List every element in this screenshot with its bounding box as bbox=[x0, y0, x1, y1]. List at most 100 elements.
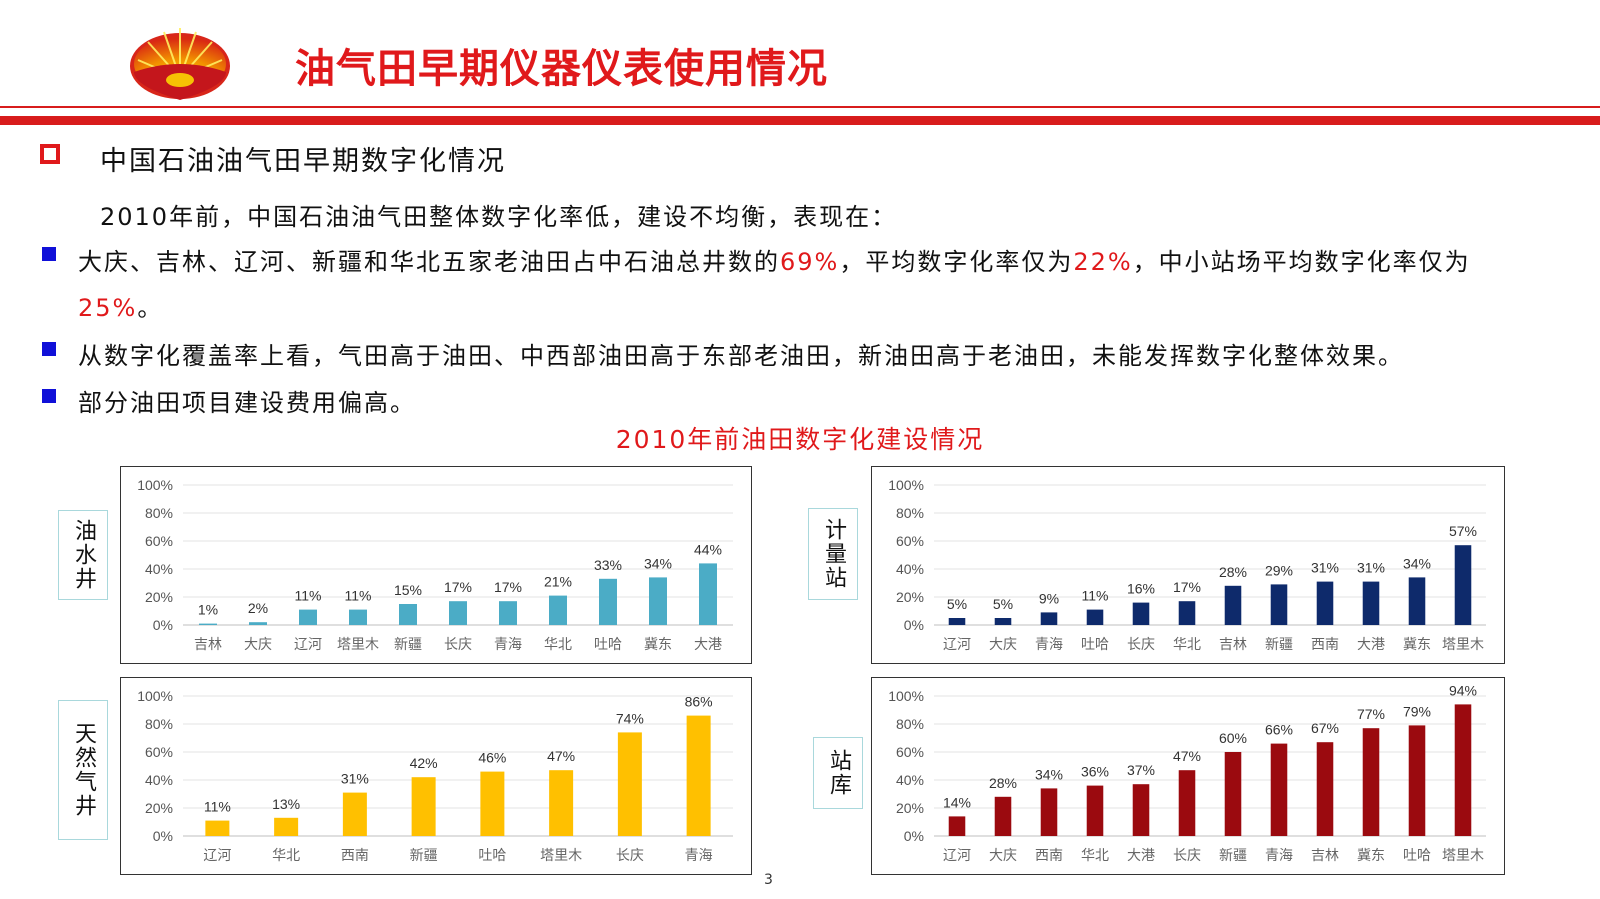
bar bbox=[1086, 609, 1104, 625]
x-tick-label: 冀东 bbox=[644, 637, 672, 653]
chart-label-metering-stations: 计量站 bbox=[808, 508, 858, 600]
data-label: 1% bbox=[198, 602, 218, 618]
bar bbox=[549, 595, 567, 625]
bar bbox=[205, 820, 230, 836]
x-tick-label: 新疆 bbox=[1265, 637, 1293, 653]
bullet-icon bbox=[42, 247, 56, 261]
bullet-text-2: 从数字化覆盖率上看，气田高于油田、中西部油田高于东部老油田，新油田高于老油田，未… bbox=[78, 342, 1404, 370]
bar bbox=[499, 601, 517, 625]
x-tick-label: 青海 bbox=[1035, 637, 1063, 653]
x-tick-label: 华北 bbox=[1173, 637, 1201, 653]
x-tick-label: 新疆 bbox=[410, 848, 438, 864]
x-tick-label: 吐哈 bbox=[1403, 848, 1431, 864]
bullet-icon bbox=[42, 389, 56, 403]
y-tick-label: 40% bbox=[145, 561, 173, 577]
highlight-value: 22% bbox=[1073, 248, 1133, 276]
bar bbox=[1362, 728, 1380, 836]
data-label: 17% bbox=[494, 579, 522, 595]
highlight-value: 69% bbox=[780, 248, 840, 276]
bar bbox=[249, 622, 267, 625]
data-label: 42% bbox=[410, 755, 438, 771]
x-tick-label: 长庆 bbox=[1127, 637, 1155, 653]
chart-svg: 0% 20% 40% 60% 80% 100% 5% 辽河 5% 大庆 9% 青海 11% 吐哈 16% 长庆… bbox=[888, 477, 1486, 653]
y-tick-label: 80% bbox=[896, 716, 924, 732]
data-label: 86% bbox=[685, 694, 713, 710]
bar bbox=[1270, 584, 1288, 625]
bar bbox=[1178, 601, 1196, 625]
y-tick-label: 40% bbox=[896, 561, 924, 577]
header-divider-thick bbox=[0, 116, 1600, 125]
x-tick-label: 长庆 bbox=[1173, 848, 1201, 864]
bar bbox=[199, 623, 217, 625]
x-tick-label: 吐哈 bbox=[1081, 637, 1109, 653]
data-label: 5% bbox=[993, 596, 1013, 612]
x-tick-label: 新疆 bbox=[1219, 848, 1247, 864]
bar bbox=[274, 817, 299, 836]
section-bullet-icon bbox=[40, 144, 60, 164]
bar bbox=[1454, 704, 1472, 836]
x-tick-label: 辽河 bbox=[203, 848, 231, 864]
chart-stations-depots: 0% 20% 40% 60% 80% 100% 14% 辽河 28% 大庆 34% 西南 36% 华北 37… bbox=[871, 677, 1505, 875]
bar bbox=[1362, 581, 1380, 625]
data-label: 37% bbox=[1127, 762, 1155, 778]
y-tick-label: 100% bbox=[137, 688, 173, 704]
bar bbox=[449, 601, 467, 625]
data-label: 31% bbox=[1357, 560, 1385, 576]
y-tick-label: 20% bbox=[145, 800, 173, 816]
highlight-value: 25% bbox=[78, 294, 138, 322]
x-tick-label: 大港 bbox=[1127, 848, 1155, 864]
y-tick-label: 80% bbox=[145, 505, 173, 521]
chart-gas-wells: 0% 20% 40% 60% 80% 100% 11% 辽河 13% 华北 31% 西南 42% 新疆 46… bbox=[120, 677, 752, 875]
data-label: 31% bbox=[1311, 560, 1339, 576]
x-tick-label: 吉林 bbox=[1311, 848, 1339, 864]
data-label: 11% bbox=[345, 588, 372, 604]
chart-metering-stations: 0% 20% 40% 60% 80% 100% 5% 辽河 5% 大庆 9% 青海 11% 吐哈 16% 长庆… bbox=[871, 466, 1505, 664]
bar bbox=[1132, 602, 1150, 625]
y-tick-label: 20% bbox=[896, 800, 924, 816]
y-tick-label: 100% bbox=[137, 477, 173, 493]
bar bbox=[399, 604, 417, 625]
data-label: 74% bbox=[616, 710, 644, 726]
chart-svg: 0% 20% 40% 60% 80% 100% 11% 辽河 13% 华北 31% 西南 42% 新疆 46… bbox=[137, 688, 733, 864]
x-tick-label: 华北 bbox=[272, 848, 300, 864]
x-tick-label: 冀东 bbox=[1403, 637, 1431, 653]
bar bbox=[1178, 770, 1196, 836]
chart-label-stations-depots: 站库 bbox=[813, 737, 863, 809]
data-label: 21% bbox=[544, 574, 572, 590]
y-tick-label: 60% bbox=[145, 744, 173, 760]
data-label: 34% bbox=[1403, 555, 1431, 571]
section-title: 中国石油油气田早期数字化情况 bbox=[100, 146, 506, 177]
y-tick-label: 60% bbox=[145, 533, 173, 549]
bar bbox=[1040, 612, 1058, 625]
petrochina-logo-icon bbox=[130, 28, 230, 100]
data-label: 5% bbox=[947, 596, 967, 612]
bar bbox=[299, 609, 317, 625]
x-tick-label: 西南 bbox=[1311, 637, 1339, 653]
x-tick-label: 大港 bbox=[1357, 637, 1385, 653]
bar bbox=[1086, 785, 1104, 836]
x-tick-label: 长庆 bbox=[444, 637, 472, 653]
bar bbox=[1040, 788, 1058, 836]
data-label: 60% bbox=[1219, 730, 1247, 746]
chart-svg: 0% 20% 40% 60% 80% 100% 14% 辽河 28% 大庆 34% 西南 36% 华北 37… bbox=[888, 682, 1486, 864]
bullet-text-1: 大庆、吉林、辽河、新疆和华北五家老油田占中石油总井数的69%，平均数字化率仅为2… bbox=[78, 248, 1471, 276]
y-tick-label: 0% bbox=[904, 617, 924, 633]
x-tick-label: 吉林 bbox=[1219, 637, 1247, 653]
bar bbox=[1316, 742, 1334, 836]
data-label: 16% bbox=[1127, 581, 1155, 597]
x-tick-label: 塔里木 bbox=[540, 848, 582, 864]
bullet-text-1-cont: 25%。 bbox=[78, 294, 164, 322]
y-tick-label: 100% bbox=[888, 477, 924, 493]
bar bbox=[480, 771, 505, 836]
x-tick-label: 塔里木 bbox=[1442, 637, 1484, 653]
bar bbox=[1224, 585, 1242, 625]
data-label: 34% bbox=[644, 555, 672, 571]
x-tick-label: 大港 bbox=[694, 637, 722, 653]
bar bbox=[599, 578, 617, 625]
chart-oil-water-wells: 0% 20% 40% 60% 80% 100% 1% 吉林 2% 大庆 11% 辽河 11% 塔里木 15%… bbox=[120, 466, 752, 664]
x-tick-label: 辽河 bbox=[943, 848, 971, 864]
y-tick-label: 40% bbox=[145, 772, 173, 788]
data-label: 13% bbox=[272, 796, 300, 812]
data-label: 15% bbox=[394, 582, 422, 598]
x-tick-label: 长庆 bbox=[616, 848, 644, 864]
